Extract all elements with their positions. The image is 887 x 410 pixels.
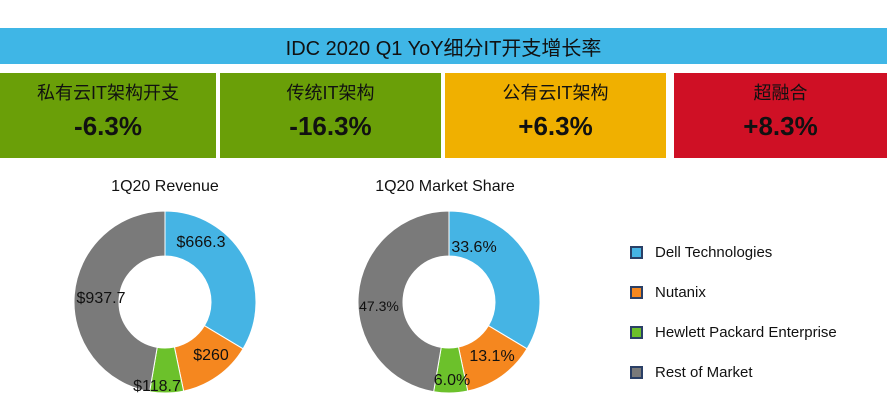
stat-value: -6.3% [74,111,142,141]
stat-label: 公有云IT架构 [502,83,609,103]
legend-label: Hewlett Packard Enterprise [655,323,837,341]
legend-item-nutanix: Nutanix [630,272,837,312]
market-share-donut-chart: 33.6% 13.1% 6.0% 47.3% [357,210,541,394]
market-share-chart-title: 1Q20 Market Share [375,178,515,195]
stat-value: -16.3% [289,111,372,141]
stat-value: +8.3% [743,111,818,141]
chart-legend: Dell Technologies Nutanix Hewlett Packar… [630,232,837,392]
stat-label: 超融合 [753,83,808,103]
legend-label: Nutanix [655,283,706,301]
revenue-chart-title: 1Q20 Revenue [111,178,219,195]
stat-card-private-cloud: 私有云IT架构开支 -6.3% [0,73,216,158]
slice-dell [164,210,257,350]
legend-item-hpe: Hewlett Packard Enterprise [630,312,837,352]
legend-swatch [630,325,643,339]
stat-label: 私有云IT架构开支 [37,83,179,103]
data-label-hpe: 6.0% [434,372,470,389]
data-label-dell: $666.3 [177,234,226,251]
slice-rest [357,210,450,393]
data-label-rest: $937.7 [77,290,126,307]
data-label-nutanix: 13.1% [469,348,514,365]
data-label-hpe: $118.7 [133,378,181,395]
page-title: IDC 2020 Q1 YoY细分IT开支增长率 [285,37,602,60]
stat-card-public-cloud: 公有云IT架构 +6.3% [445,73,666,158]
slice-dell [448,210,541,350]
legend-item-rest: Rest of Market [630,352,837,392]
legend-label: Dell Technologies [655,243,773,261]
stat-card-traditional-it: 传统IT架构 -16.3% [220,73,441,158]
data-label-dell: 33.6% [451,239,496,256]
chart-banner-title: IDC 2020 Q1 YoY细分IT开支增长率 [0,28,887,64]
data-label-rest: 47.3% [359,298,399,314]
legend-swatch [630,365,643,379]
stat-label: 传统IT架构 [286,83,375,103]
legend-swatch [630,245,643,259]
stat-value: +6.3% [518,111,593,141]
legend-label: Rest of Market [655,363,753,381]
stat-card-hyperconverged: 超融合 +8.3% [674,73,887,158]
data-label-nutanix: $260 [193,347,229,364]
slice-rest [73,210,166,393]
legend-swatch [630,285,643,299]
legend-item-dell: Dell Technologies [630,232,837,272]
revenue-donut-chart: $666.3 $260 $118.7 $937.7 [73,210,257,395]
